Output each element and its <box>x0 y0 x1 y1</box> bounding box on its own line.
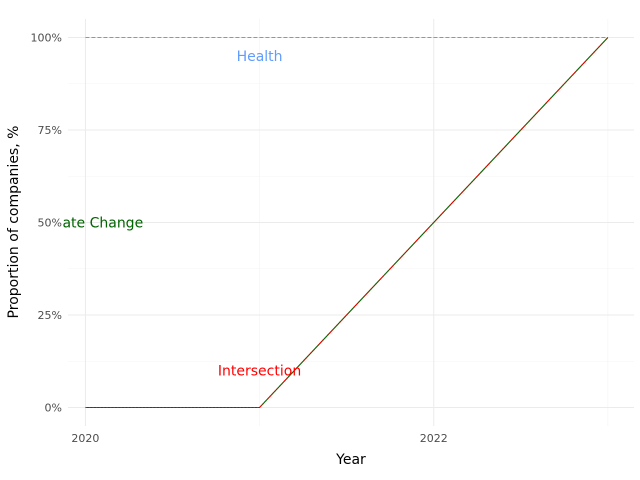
x-tick-label: 2020 <box>71 432 99 445</box>
series-line-2 <box>85 37 609 409</box>
y-tick-label: 50% <box>38 217 62 230</box>
y-tick-label: 25% <box>38 309 62 322</box>
y-axis-title: Proportion of companies, % <box>6 126 22 319</box>
annotations: Health ate Change Intersection <box>62 49 301 380</box>
annotation-label: ate Change <box>62 216 143 232</box>
x-axis-ticks: 2020 2022 <box>71 432 447 445</box>
major-gridlines <box>68 19 634 426</box>
x-axis-title: Year <box>335 452 366 468</box>
x-tick-label: 2022 <box>420 432 448 445</box>
y-tick-label: 0% <box>45 402 62 415</box>
annotation-label: Health <box>237 49 283 65</box>
y-axis-ticks: 0% 25% 50% 75% 100% <box>31 32 62 415</box>
y-tick-label: 75% <box>38 124 62 137</box>
series-lines <box>85 36 609 409</box>
annotation-label: Intersection <box>218 364 301 380</box>
y-tick-label: 100% <box>31 32 62 45</box>
